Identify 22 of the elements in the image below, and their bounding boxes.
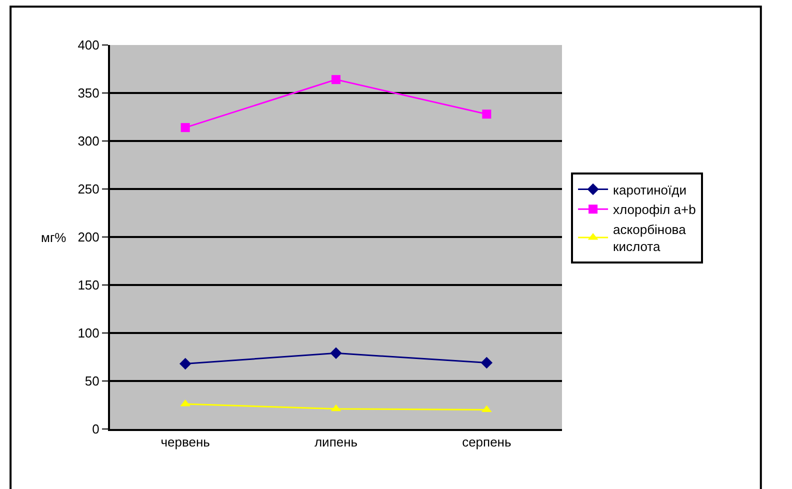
point bbox=[480, 356, 493, 369]
x-tick-label: серпень bbox=[462, 434, 512, 450]
y-tick-label: 300 bbox=[78, 134, 100, 149]
x-tick-label: червень bbox=[160, 434, 210, 450]
point bbox=[330, 347, 342, 360]
point bbox=[180, 123, 190, 132]
y-tick-label: 350 bbox=[78, 86, 100, 101]
point bbox=[179, 358, 192, 370]
y-tick-label: 50 bbox=[84, 374, 100, 389]
y-tick-label: 150 bbox=[78, 278, 100, 293]
point bbox=[332, 75, 340, 84]
y-tick-label: 200 bbox=[78, 230, 100, 245]
legend-label: хлорофіл a+b bbox=[613, 202, 696, 218]
legend-label: аскорбінова кислота bbox=[613, 222, 687, 254]
y-tick-label: 0 bbox=[92, 422, 100, 437]
y-axis-title: мг% bbox=[41, 230, 67, 245]
legend-label: каротиноїди bbox=[613, 182, 687, 198]
x-tick-label: липень bbox=[314, 434, 358, 450]
y-tick-label: 250 bbox=[78, 182, 100, 197]
y-tick-label: 100 bbox=[78, 326, 100, 341]
point bbox=[482, 110, 492, 119]
y-tick-label: 400 bbox=[78, 38, 100, 53]
